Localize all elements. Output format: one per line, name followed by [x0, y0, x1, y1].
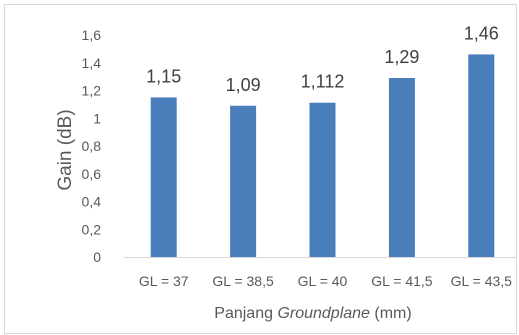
y-tick-label: 1,4: [82, 55, 102, 71]
data-label: 1,09: [226, 75, 261, 95]
y-tick-label: 1,2: [82, 83, 102, 99]
chart-frame: 0 0,2 0,4 0,6 0,8 1 1,2 1,4 1,6 1,15 1,09 1,112 1,2…: [4, 4, 517, 334]
x-tick-label: GL = 41,5: [371, 273, 433, 289]
bar: [151, 97, 177, 257]
data-label: 1,15: [146, 66, 181, 86]
data-label: 1,29: [384, 47, 419, 67]
bar: [468, 54, 494, 257]
x-tick-label: GL = 40: [298, 273, 348, 289]
x-axis-title-suffix: (mm): [370, 305, 412, 322]
x-axis-title: Panjang Groundplane (mm): [214, 305, 411, 322]
bar: [389, 78, 415, 257]
bar: [230, 106, 256, 257]
data-label: 1,46: [464, 23, 499, 43]
y-tick-label: 1,6: [82, 27, 102, 43]
data-label: 1,112: [301, 72, 345, 92]
bar: [310, 103, 336, 257]
data-labels: 1,15 1,09 1,112 1,29 1,46: [146, 23, 499, 94]
x-tick-label: GL = 37: [139, 273, 189, 289]
y-tick-label: 0,2: [82, 221, 102, 237]
x-tick-label: GL = 43,5: [451, 273, 513, 289]
bar-chart: 0 0,2 0,4 0,6 0,8 1 1,2 1,4 1,6 1,15 1,09 1,112 1,2…: [5, 5, 517, 334]
x-axis-title-italic: Groundplane: [277, 305, 370, 322]
y-tick-label: 0,6: [82, 166, 102, 182]
y-tick-label: 0,8: [82, 138, 102, 154]
y-tick-label: 0,4: [82, 194, 102, 210]
y-tick-label: 0: [93, 249, 101, 265]
y-axis-title: Gain (dB): [55, 109, 76, 190]
x-tick-label: GL = 38,5: [212, 273, 274, 289]
x-axis-title-prefix: Panjang: [214, 305, 277, 322]
y-tick-label: 1: [93, 110, 101, 126]
y-axis-ticks: 0 0,2 0,4 0,6 0,8 1 1,2 1,4 1,6: [82, 27, 102, 265]
x-axis-ticks: GL = 37 GL = 38,5 GL = 40 GL = 41,5 GL = 43,…: [139, 273, 512, 289]
